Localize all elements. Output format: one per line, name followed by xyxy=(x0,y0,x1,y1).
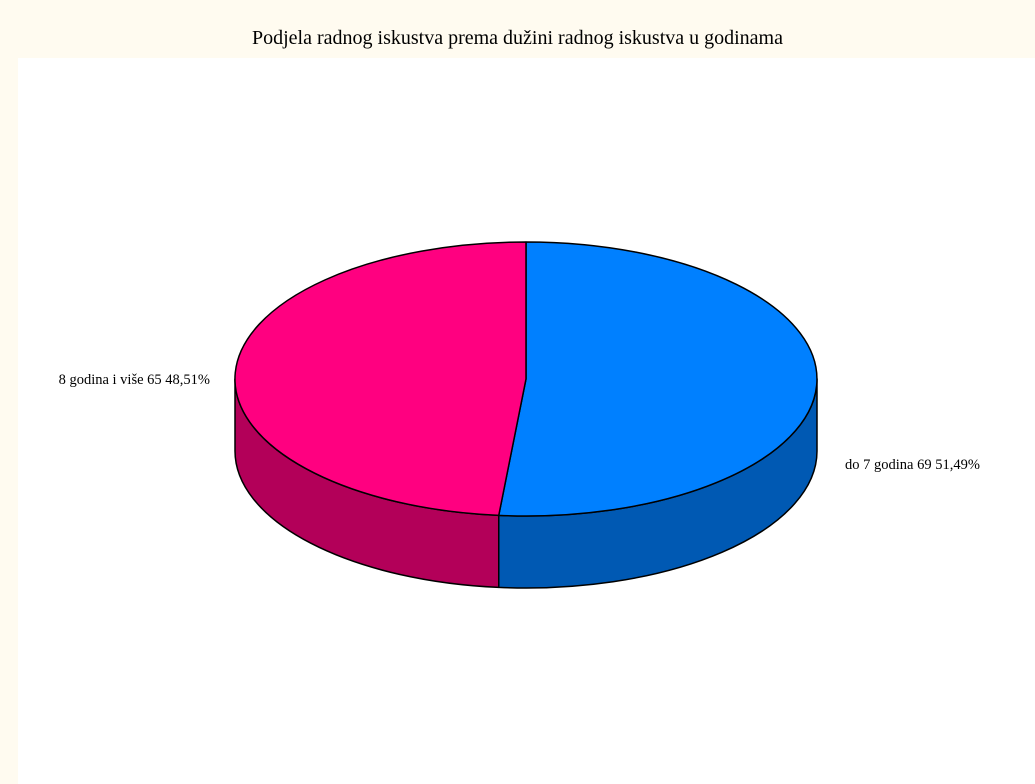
slice-label-1: 8 godina i više 65 48,51% xyxy=(59,372,210,388)
pie-slice-1 xyxy=(234,241,527,517)
chart-title: Podjela radnog iskustva prema dužini rad… xyxy=(251,27,783,49)
pie-labels: do 7 godina 69 51,49% 8 godina i više 65 … xyxy=(59,372,980,473)
pie-slice-0 xyxy=(498,241,818,517)
pie-tops xyxy=(234,241,818,517)
slice-label-0: do 7 godina 69 51,49% xyxy=(845,457,980,473)
